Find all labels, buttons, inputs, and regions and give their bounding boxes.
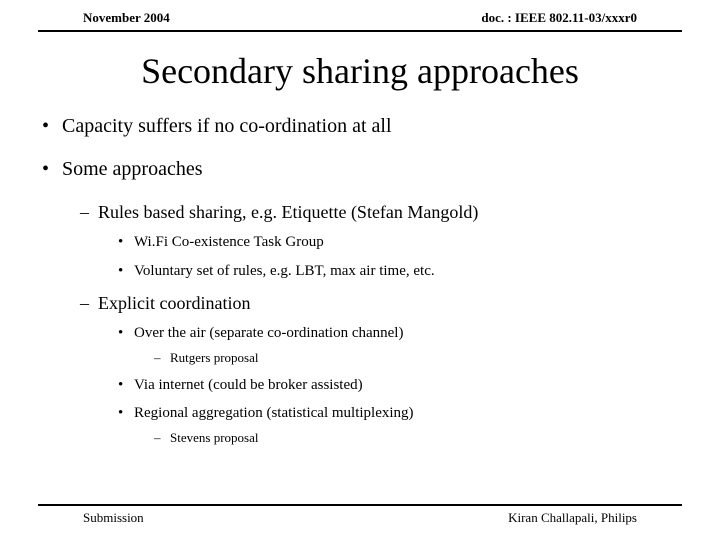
bullet-level2: Explicit coordination <box>34 291 690 315</box>
header-date: November 2004 <box>83 10 170 26</box>
bullet-level3: Over the air (separate co-ordination cha… <box>34 323 690 343</box>
header-doc-id: doc. : IEEE 802.11-03/xxxr0 <box>481 10 637 26</box>
footer-left: Submission <box>83 510 144 526</box>
bullet-level3: Regional aggregation (statistical multip… <box>34 403 690 423</box>
bullet-level1: Capacity suffers if no co-ordination at … <box>34 114 690 139</box>
slide-title: Secondary sharing approaches <box>0 50 720 92</box>
bullet-level2: Rules based sharing, e.g. Etiquette (Ste… <box>34 200 690 224</box>
slide-header: November 2004 doc. : IEEE 802.11-03/xxxr… <box>38 0 682 32</box>
bullet-level3: Voluntary set of rules, e.g. LBT, max ai… <box>34 261 690 281</box>
bullet-level4: Stevens proposal <box>34 429 690 447</box>
bullet-level4: Rutgers proposal <box>34 349 690 367</box>
bullet-level3: Via internet (could be broker assisted) <box>34 375 690 395</box>
bullet-level3: Wi.Fi Co-existence Task Group <box>34 232 690 252</box>
footer-right: Kiran Challapali, Philips <box>508 510 637 526</box>
bullet-level1: Some approaches <box>34 157 690 182</box>
slide-body: Capacity suffers if no co-ordination at … <box>0 114 720 447</box>
slide-footer: Submission Kiran Challapali, Philips <box>38 504 682 526</box>
